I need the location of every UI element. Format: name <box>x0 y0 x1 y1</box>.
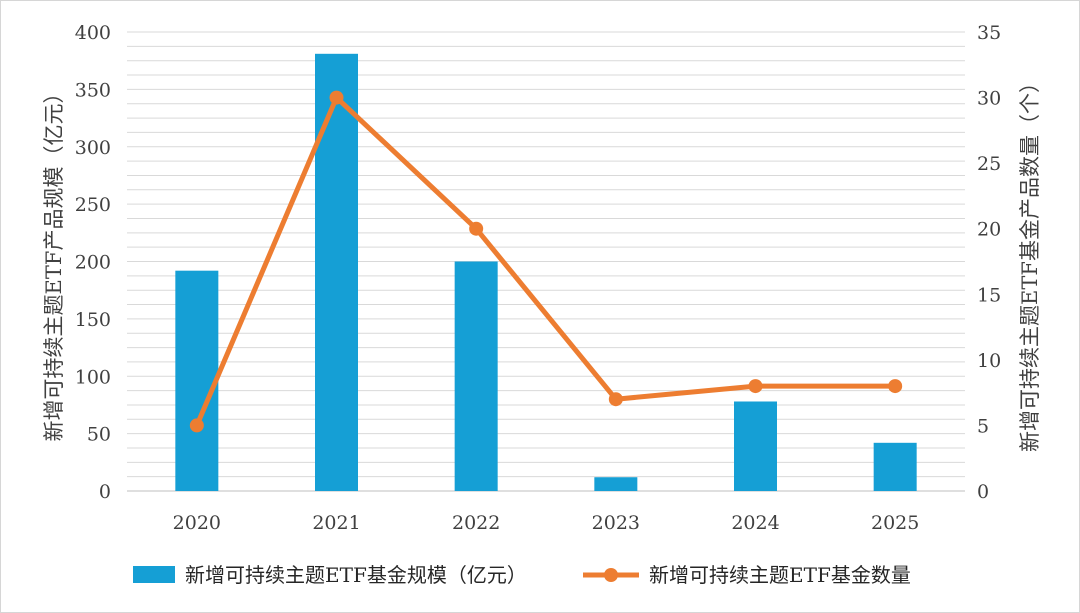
left-tick-label: 300 <box>75 137 111 159</box>
gridlines <box>127 31 965 492</box>
left-tick-label: 200 <box>75 252 111 274</box>
legend-line-marker <box>604 568 618 582</box>
line-point-2025 <box>888 379 903 394</box>
line-path <box>194 95 896 427</box>
right-tick-label: 30 <box>977 88 1001 110</box>
right-tick-label: 5 <box>977 415 989 437</box>
line-point-2021 <box>329 90 344 105</box>
x-tick-label: 2025 <box>871 512 919 534</box>
left-tick-label: 100 <box>75 366 111 388</box>
right-tick-label: 10 <box>977 350 1001 372</box>
x-tick-label: 2024 <box>731 512 779 534</box>
left-axis-title: 新增可持续主题ETF产品规模（亿元） <box>42 83 66 442</box>
right-tick-label: 20 <box>977 219 1001 241</box>
line-point-2023 <box>608 392 623 407</box>
x-tick-label: 2021 <box>312 512 360 534</box>
bar-2024 <box>734 401 777 491</box>
line-series <box>189 90 903 433</box>
bar-2021 <box>315 53 358 492</box>
x-tick-label: 2022 <box>452 512 500 534</box>
bar-2022 <box>454 261 498 491</box>
line-point-2022 <box>469 221 484 236</box>
left-tick-label: 150 <box>75 309 111 331</box>
bar-2020 <box>175 270 219 491</box>
line-point-2024 <box>748 379 763 394</box>
left-tick-label: 350 <box>75 79 111 101</box>
right-axis-ticks: 0 5 10 15 20 25 30 35 <box>977 22 1001 503</box>
left-tick-label: 400 <box>75 22 111 44</box>
legend-bar-swatch <box>133 566 175 583</box>
x-tick-label: 2020 <box>173 512 221 534</box>
left-tick-label: 50 <box>87 424 111 446</box>
bar-2023 <box>594 477 638 491</box>
bar-2025 <box>873 442 917 491</box>
legend: 新增可持续主题ETF基金规模（亿元） 新增可持续主题ETF基金数量 <box>133 563 911 587</box>
right-tick-label: 0 <box>977 481 989 503</box>
right-tick-label: 25 <box>977 153 1001 175</box>
left-tick-label: 0 <box>99 481 111 503</box>
bar-series <box>175 53 917 492</box>
line-point-2020 <box>189 418 204 433</box>
legend-line-label: 新增可持续主题ETF基金数量 <box>649 563 911 587</box>
x-axis-ticks: 2020 2021 2022 2023 2024 2025 <box>173 512 920 534</box>
legend-bar-label: 新增可持续主题ETF基金规模（亿元） <box>185 563 527 587</box>
right-tick-label: 35 <box>977 22 1001 44</box>
x-tick-label: 2023 <box>592 512 640 534</box>
right-tick-label: 15 <box>977 284 1001 306</box>
right-axis-title: 新增可持续主题ETF基金产品数量（个） <box>1018 72 1042 452</box>
left-axis-ticks: 0 50 100 150 200 250 300 350 400 <box>75 22 111 503</box>
left-tick-label: 250 <box>75 194 111 216</box>
